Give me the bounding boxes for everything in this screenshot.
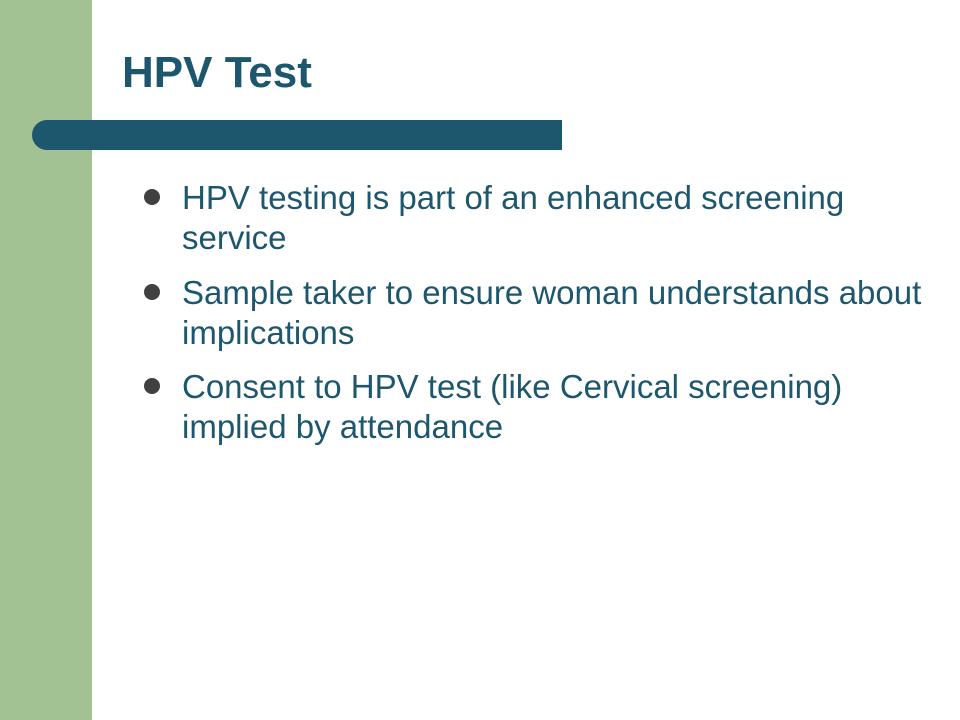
sidebar-band bbox=[0, 0, 92, 720]
list-item: Sample taker to ensure woman understands… bbox=[140, 273, 924, 354]
list-item: Consent to HPV test (like Cervical scree… bbox=[140, 367, 924, 448]
accent-bar-pill bbox=[32, 120, 152, 150]
bullet-list: HPV testing is part of an enhanced scree… bbox=[128, 178, 924, 448]
slide-content: HPV Test HPV testing is part of an enhan… bbox=[92, 0, 960, 720]
slide-title: HPV Test bbox=[122, 48, 924, 98]
accent-bar bbox=[92, 120, 562, 150]
list-item: HPV testing is part of an enhanced scree… bbox=[140, 178, 924, 259]
accent-bar-rect bbox=[92, 120, 562, 150]
